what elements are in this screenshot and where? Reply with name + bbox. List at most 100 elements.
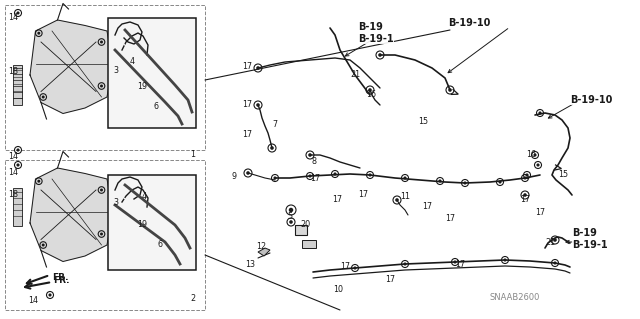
Text: 14: 14 xyxy=(8,13,18,22)
Circle shape xyxy=(256,103,260,107)
Circle shape xyxy=(553,238,557,242)
Text: 6: 6 xyxy=(154,102,159,111)
Text: 14: 14 xyxy=(8,168,18,177)
Text: 17: 17 xyxy=(332,195,342,204)
Circle shape xyxy=(333,173,337,175)
Text: 21: 21 xyxy=(350,70,360,79)
Bar xyxy=(13,65,22,105)
Text: 11: 11 xyxy=(400,192,410,201)
Circle shape xyxy=(448,88,452,92)
Circle shape xyxy=(438,179,442,182)
Text: 19: 19 xyxy=(137,82,147,91)
Circle shape xyxy=(403,263,406,266)
Bar xyxy=(5,160,205,310)
Text: 17: 17 xyxy=(358,190,368,199)
Circle shape xyxy=(536,163,540,167)
Text: 17: 17 xyxy=(385,275,395,284)
Text: 17: 17 xyxy=(340,262,350,271)
Text: 14: 14 xyxy=(8,152,18,161)
Bar xyxy=(108,175,196,270)
Text: 7: 7 xyxy=(272,120,277,129)
Text: 15: 15 xyxy=(558,170,568,179)
Text: 18: 18 xyxy=(8,190,18,199)
Text: B-19-10: B-19-10 xyxy=(448,18,490,28)
Circle shape xyxy=(378,53,382,57)
Circle shape xyxy=(100,233,103,235)
Text: 16: 16 xyxy=(366,90,376,99)
Text: 16: 16 xyxy=(526,150,536,159)
Circle shape xyxy=(37,32,40,35)
Circle shape xyxy=(289,220,293,224)
Text: 10: 10 xyxy=(333,285,343,294)
Circle shape xyxy=(524,193,527,197)
Circle shape xyxy=(289,208,293,212)
Circle shape xyxy=(42,243,45,247)
Text: 17: 17 xyxy=(242,100,252,109)
Bar xyxy=(302,240,316,248)
Circle shape xyxy=(308,153,312,157)
Text: 18: 18 xyxy=(8,67,18,76)
Text: 5: 5 xyxy=(287,212,292,221)
Text: 6: 6 xyxy=(157,240,162,249)
Bar xyxy=(108,18,196,128)
Text: 20: 20 xyxy=(300,220,310,229)
Text: 15: 15 xyxy=(418,117,428,126)
Text: 3: 3 xyxy=(113,66,118,75)
Text: 2: 2 xyxy=(190,294,195,303)
Circle shape xyxy=(17,148,20,152)
Text: FR.: FR. xyxy=(53,276,70,285)
Text: 8: 8 xyxy=(312,157,317,166)
Text: 17: 17 xyxy=(455,260,465,269)
Circle shape xyxy=(538,111,541,115)
Circle shape xyxy=(100,189,103,191)
Circle shape xyxy=(403,176,406,180)
Text: FR.: FR. xyxy=(52,273,68,283)
Circle shape xyxy=(463,182,467,185)
Polygon shape xyxy=(258,248,270,256)
Text: 17: 17 xyxy=(535,208,545,217)
Polygon shape xyxy=(30,168,113,262)
Text: 13: 13 xyxy=(245,260,255,269)
Text: 17: 17 xyxy=(520,195,530,204)
Circle shape xyxy=(453,260,456,263)
Circle shape xyxy=(504,258,507,262)
Bar xyxy=(295,225,307,235)
Circle shape xyxy=(524,176,527,180)
Text: 17: 17 xyxy=(242,62,252,71)
Text: 17: 17 xyxy=(422,202,432,211)
Text: 1: 1 xyxy=(190,150,195,159)
Bar xyxy=(13,188,22,226)
Circle shape xyxy=(17,163,20,167)
Circle shape xyxy=(246,171,250,175)
Circle shape xyxy=(353,266,356,270)
Text: B-19
B-19-1: B-19 B-19-1 xyxy=(572,228,607,249)
Text: 3: 3 xyxy=(113,198,118,207)
Circle shape xyxy=(554,262,557,264)
Circle shape xyxy=(368,88,372,92)
Text: B-19
B-19-1: B-19 B-19-1 xyxy=(358,22,394,44)
Circle shape xyxy=(525,174,529,177)
Circle shape xyxy=(396,198,399,202)
Text: 9: 9 xyxy=(232,172,237,181)
Circle shape xyxy=(17,11,20,15)
Circle shape xyxy=(42,95,45,99)
Text: 19: 19 xyxy=(137,220,147,229)
Circle shape xyxy=(533,153,536,157)
Text: 4: 4 xyxy=(142,192,147,201)
Text: 14: 14 xyxy=(28,296,38,305)
Circle shape xyxy=(37,180,40,183)
Text: 17: 17 xyxy=(310,174,320,183)
Text: 17: 17 xyxy=(242,130,252,139)
Circle shape xyxy=(256,66,260,70)
Circle shape xyxy=(273,176,276,180)
Circle shape xyxy=(499,181,502,183)
Circle shape xyxy=(369,174,372,177)
Circle shape xyxy=(100,41,103,43)
Text: B-19-10: B-19-10 xyxy=(570,95,612,105)
Circle shape xyxy=(100,85,103,87)
Polygon shape xyxy=(30,20,113,114)
Text: 21: 21 xyxy=(545,238,555,247)
Text: 12: 12 xyxy=(256,242,266,251)
Text: 4: 4 xyxy=(130,57,135,66)
Text: 17: 17 xyxy=(445,214,455,223)
